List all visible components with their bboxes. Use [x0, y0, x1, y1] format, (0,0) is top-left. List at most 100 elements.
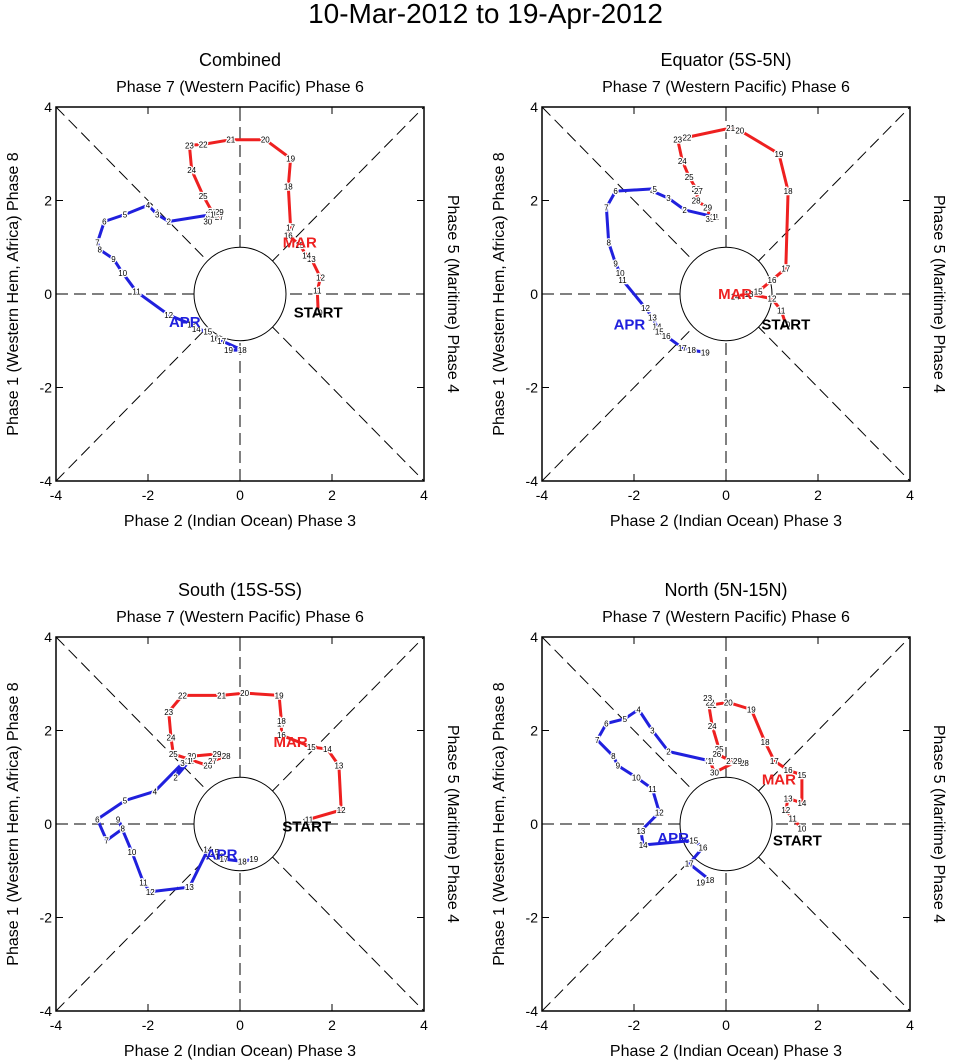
y-tick-label: 4: [530, 629, 538, 645]
x-tick-label: -2: [142, 1017, 155, 1033]
panel-title: North (5N-15N): [664, 580, 787, 600]
day-label: 18: [705, 876, 714, 885]
day-label: 18: [238, 857, 247, 866]
day-label: 25: [685, 173, 694, 182]
y-tick-label: 4: [44, 99, 52, 115]
day-label: 7: [95, 239, 100, 248]
day-label: 10: [314, 309, 323, 318]
day-label: 15: [754, 288, 763, 297]
top-phase-label: Phase 7 (Western Pacific) Phase 6: [116, 79, 364, 96]
y-tick-label: -4: [526, 473, 539, 489]
day-label: 10: [302, 818, 311, 827]
day-label: 19: [701, 348, 710, 357]
y-tick-label: -2: [40, 910, 53, 926]
day-label: 19: [774, 150, 783, 159]
day-label: 27: [726, 757, 735, 766]
phase-diagram-north: North (5N-15N) Phase 7 (Western Pacific) …: [491, 580, 947, 1060]
day-label: 3: [180, 759, 185, 768]
day-label: 19: [275, 691, 284, 700]
day-label: 5: [123, 211, 128, 220]
y-tick-label: 0: [44, 816, 52, 832]
day-label: 12: [164, 311, 173, 320]
x-tick-label: 4: [420, 487, 428, 503]
day-label: 13: [307, 255, 316, 264]
start-label: START: [761, 316, 810, 333]
day-label: 4: [636, 705, 641, 714]
day-label: 12: [146, 888, 155, 897]
day-label: 11: [139, 878, 148, 887]
x-tick-label: 2: [814, 487, 822, 503]
day-label: 17: [770, 757, 779, 766]
trajectory-march: [706, 696, 804, 830]
day-label: 25: [199, 192, 208, 201]
day-label: 16: [699, 843, 708, 852]
day-label: 25: [715, 745, 724, 754]
day-label: 6: [95, 815, 100, 824]
x-tick-label: 4: [906, 487, 914, 503]
phase-diagram-equator: Equator (5S-5N) Phase 7 (Western Pacific)…: [491, 50, 947, 530]
day-label: 24: [167, 734, 176, 743]
right-phase-label: Phase 5 (Maritime) Phase 4: [930, 725, 947, 923]
day-label: 14: [731, 292, 740, 301]
day-label: 22: [682, 133, 691, 142]
left-phase-label: Phase 1 (Western Hem, Africa) Phase 8: [5, 682, 22, 965]
day-label: 2: [173, 773, 178, 782]
day-label: 1: [712, 213, 717, 222]
day-label: 7: [104, 836, 109, 845]
day-label: 17: [217, 337, 226, 346]
x-tick-label: 2: [328, 1017, 336, 1033]
right-phase-label: Phase 5 (Maritime) Phase 4: [444, 195, 461, 393]
day-label: 13: [784, 794, 793, 803]
day-label: 23: [703, 694, 712, 703]
day-label: 17: [685, 860, 694, 869]
day-label: 14: [192, 325, 201, 334]
day-label: 16: [210, 334, 219, 343]
day-label: 18: [784, 187, 793, 196]
x-tick-label: 0: [722, 1017, 730, 1033]
x-tick-label: -4: [536, 1017, 549, 1033]
day-label: 12: [641, 304, 650, 313]
x-tick-label: 0: [236, 487, 244, 503]
bottom-phase-label: Phase 2 (Indian Ocean) Phase 3: [610, 1043, 842, 1060]
day-label: 22: [178, 691, 187, 700]
trajectory-march: [187, 138, 322, 313]
day-label: 23: [673, 136, 682, 145]
day-label: 15: [210, 848, 219, 857]
day-label: 1: [708, 757, 713, 766]
day-label: 30: [705, 215, 714, 224]
day-label: 28: [206, 211, 215, 220]
day-label: 6: [102, 218, 107, 227]
day-label: 24: [187, 166, 196, 175]
day-label: 28: [222, 752, 231, 761]
day-label: 24: [708, 722, 717, 731]
start-label: START: [282, 818, 331, 835]
day-label: 7: [604, 204, 609, 213]
y-tick-label: -4: [40, 473, 53, 489]
day-label: 23: [185, 141, 194, 150]
day-label: 10: [118, 269, 127, 278]
start-label: START: [773, 832, 822, 849]
day-label: 19: [249, 855, 258, 864]
top-phase-label: Phase 7 (Western Pacific) Phase 6: [602, 79, 850, 96]
top-phase-label: Phase 7 (Western Pacific) Phase 6: [116, 609, 364, 626]
mar-label: MAR: [274, 734, 308, 751]
left-phase-label: Phase 1 (Western Hem, Africa) Phase 8: [5, 152, 22, 435]
x-tick-label: -4: [50, 1017, 63, 1033]
day-label: 18: [284, 182, 293, 191]
day-label: 5: [623, 715, 628, 724]
day-label: 15: [655, 327, 664, 336]
right-phase-label: Phase 5 (Maritime) Phase 4: [444, 725, 461, 923]
day-label: 19: [747, 705, 756, 714]
y-tick-label: 2: [530, 723, 538, 739]
apr-label: APR: [657, 830, 689, 847]
x-tick-label: 2: [814, 1017, 822, 1033]
day-label: 4: [650, 187, 655, 196]
day-label: 20: [240, 689, 249, 698]
day-label: 22: [705, 698, 714, 707]
x-tick-label: -2: [142, 487, 155, 503]
mar-label: MAR: [718, 286, 752, 303]
day-label: 26: [712, 750, 721, 759]
day-label: 31: [185, 757, 194, 766]
day-label: 26: [208, 208, 217, 217]
day-label: 17: [678, 344, 687, 353]
